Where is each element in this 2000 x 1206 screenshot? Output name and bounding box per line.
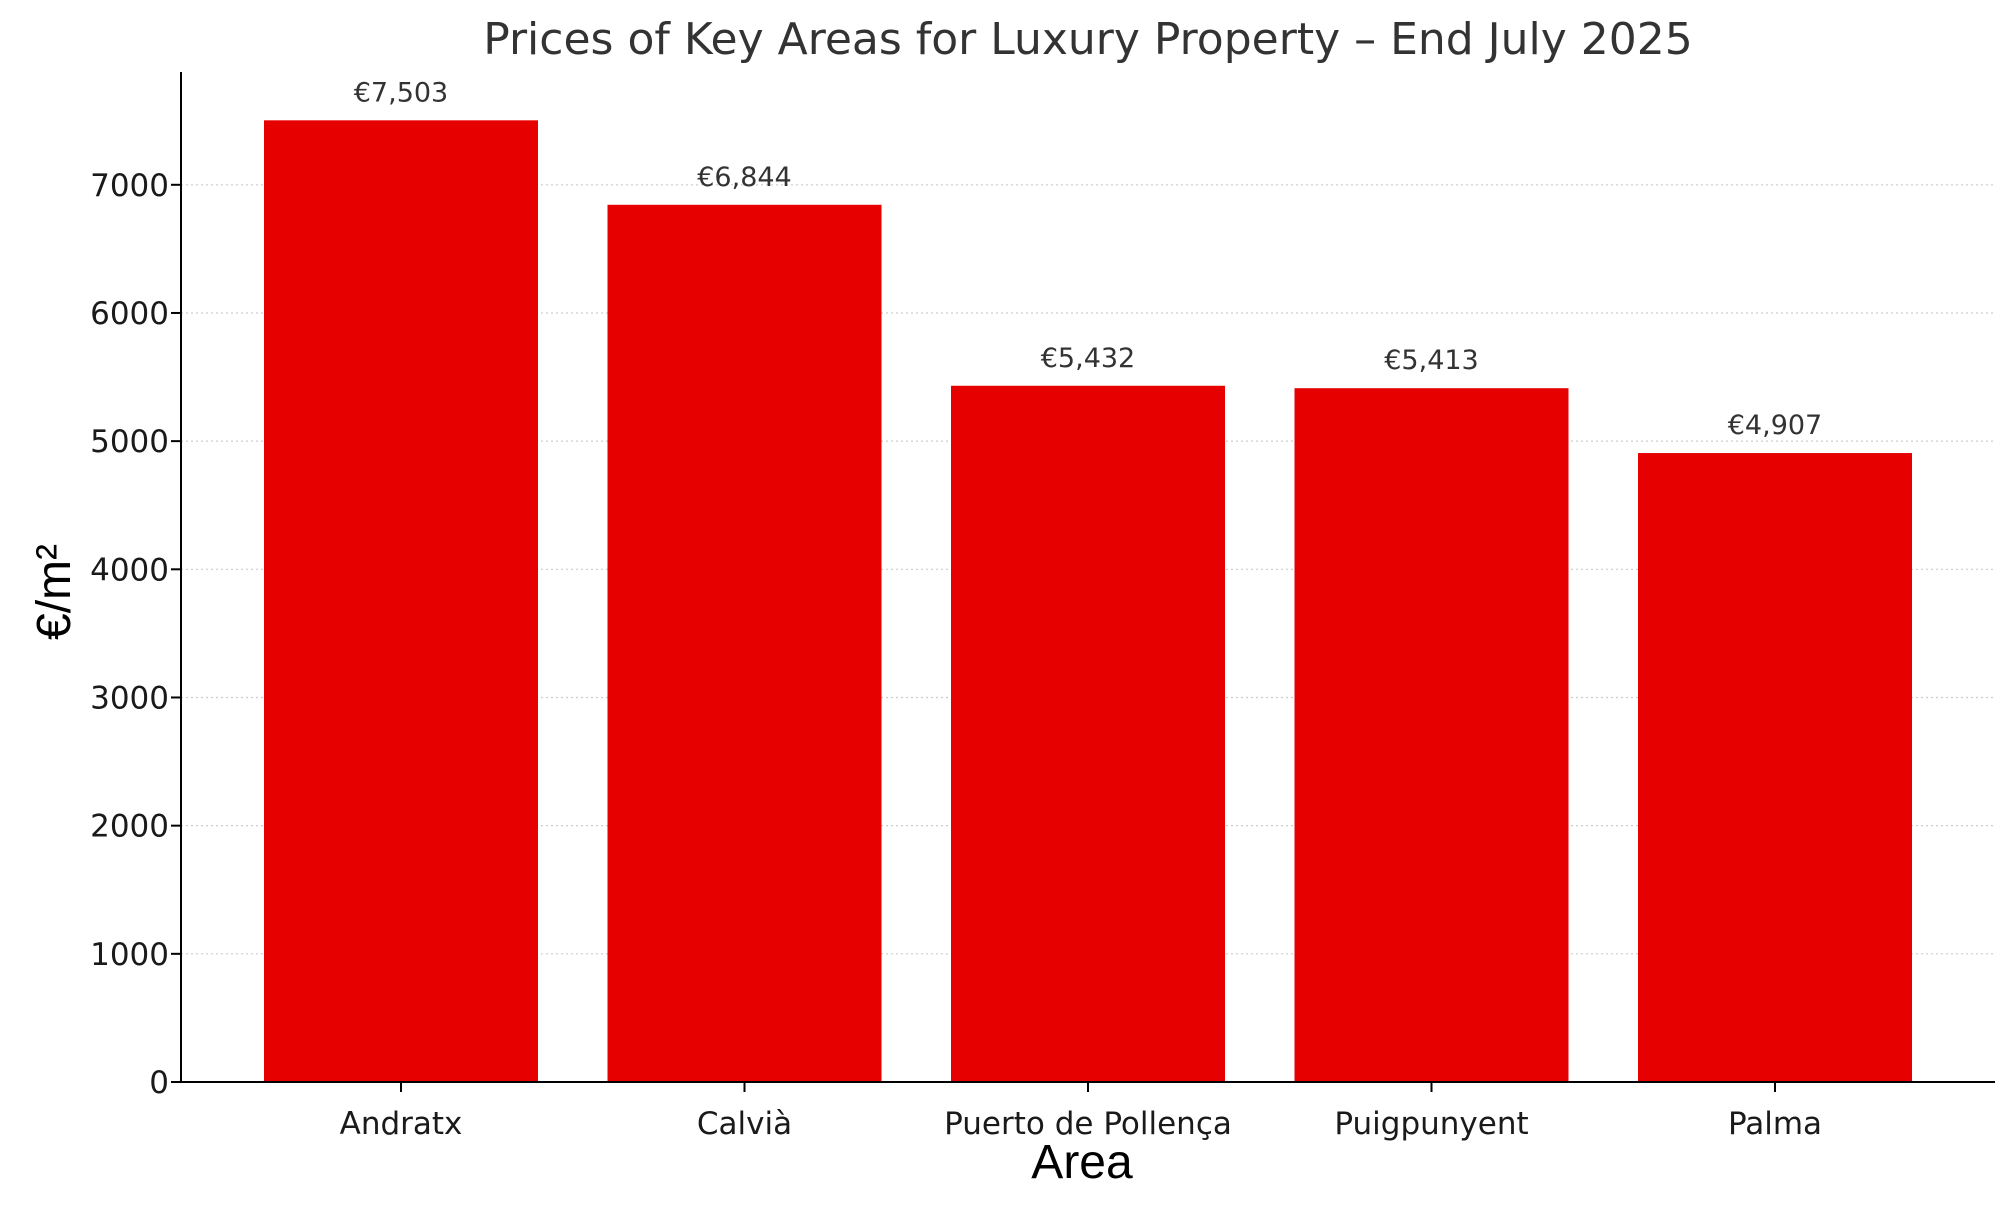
x-tick-label-3: Puigpunyent [1334, 1106, 1528, 1142]
x-tick-label-0: Andratx [340, 1106, 463, 1142]
bar-2 [951, 385, 1225, 1083]
bar-4 [1638, 453, 1912, 1082]
bars [264, 120, 1912, 1083]
data-label-3: €5,413 [1384, 345, 1478, 376]
y-tick-label-2000: 2000 [90, 809, 169, 845]
x-tick-label-4: Palma [1728, 1106, 1822, 1142]
data-labels: €7,503 €6,844 €5,432 €5,413 €4,907 [354, 77, 1822, 441]
x-tick-label-1: Calvià [697, 1106, 792, 1142]
y-tick-label-4000: 4000 [90, 552, 169, 588]
data-label-2: €5,432 [1041, 343, 1135, 374]
y-tick-label-7000: 7000 [90, 168, 169, 204]
data-label-1: €6,844 [697, 162, 791, 193]
y-tick-label-0: 0 [149, 1065, 169, 1101]
bar-1 [607, 204, 882, 1082]
y-tick-label-3000: 3000 [90, 680, 169, 716]
data-label-0: €7,503 [354, 77, 448, 108]
x-tick-label-2: Puerto de Pollença [944, 1106, 1232, 1142]
y-tick-label-1000: 1000 [90, 937, 169, 973]
y-tick-label-6000: 6000 [90, 296, 169, 332]
data-label-4: €4,907 [1728, 410, 1822, 441]
x-axis-label: Area [1031, 1136, 1133, 1189]
y-tick-label-5000: 5000 [90, 424, 169, 460]
y-axis-label: €/m² [28, 544, 81, 640]
chart-title: Prices of Key Areas for Luxury Property … [483, 14, 1693, 65]
bar-0 [264, 120, 538, 1083]
bar-3 [1294, 388, 1569, 1082]
x-ticks: Andratx Calvià Puerto de Pollença Puigpunye… [340, 1082, 1822, 1142]
y-ticks: 0 1000 2000 3000 4000 5000 6000 7000 [90, 168, 181, 1101]
